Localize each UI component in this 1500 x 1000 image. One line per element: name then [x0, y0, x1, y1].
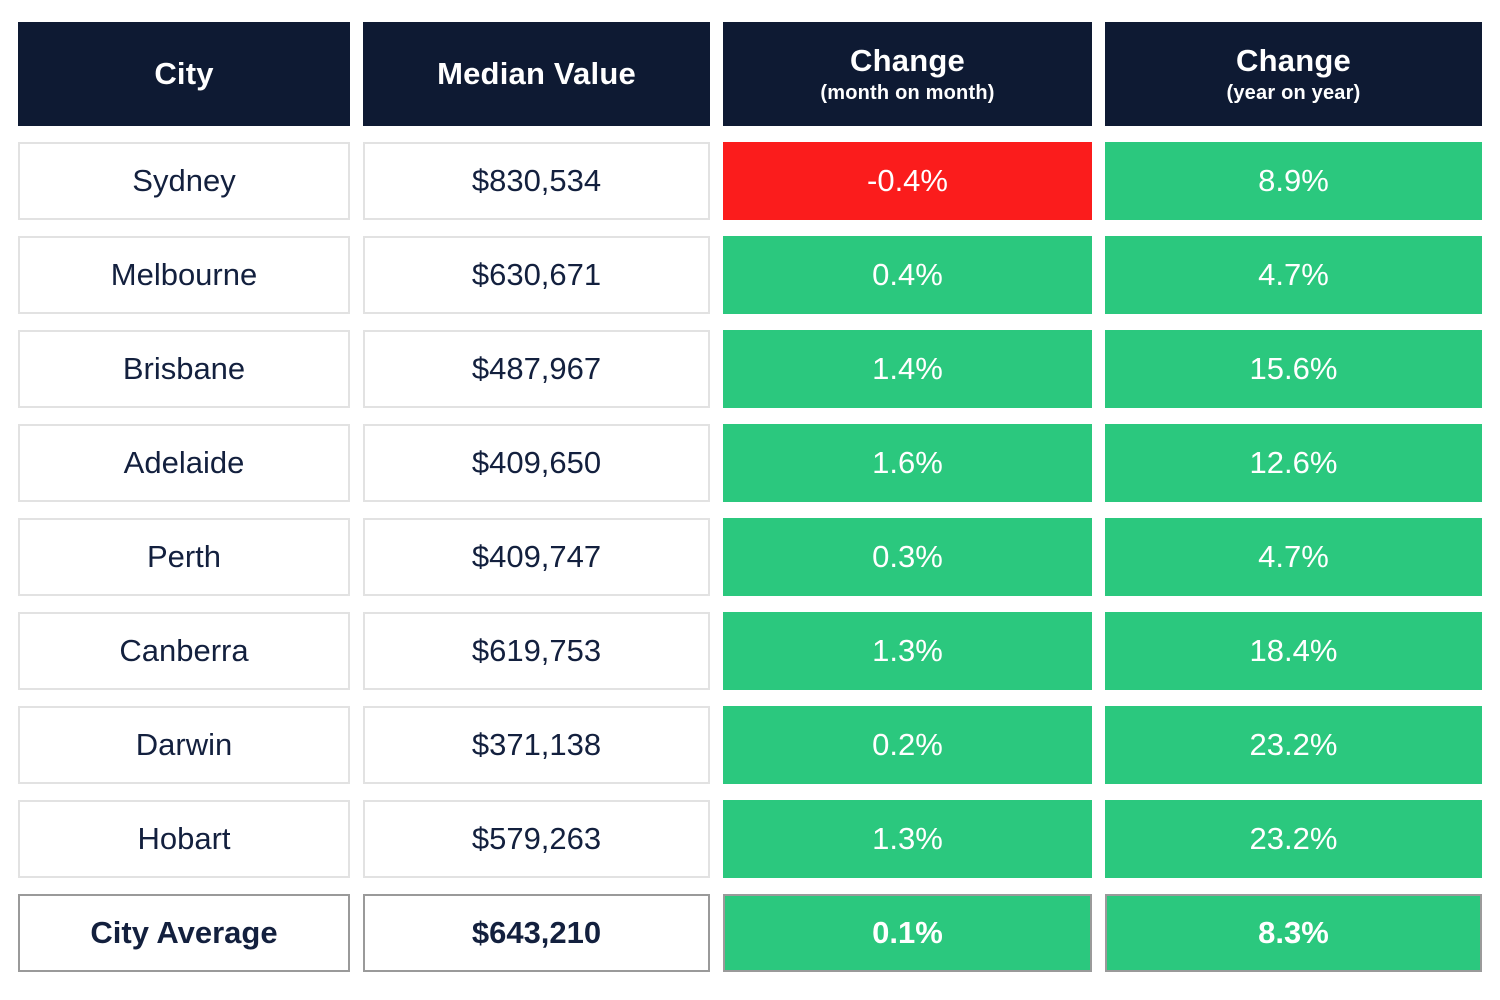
- summary-city-cell: City Average: [18, 894, 350, 972]
- mom-change-cell: 1.3%: [723, 800, 1092, 878]
- median-value-cell: $409,650: [363, 424, 710, 502]
- yoy-change-cell: 23.2%: [1105, 800, 1482, 878]
- column-header-label: City: [154, 56, 214, 91]
- column-header-city: City: [18, 22, 350, 126]
- summary-median-value-cell: $643,210: [363, 894, 710, 972]
- column-header-label: Change: [850, 43, 965, 78]
- city-cell: Sydney: [18, 142, 350, 220]
- median-value-cell: $371,138: [363, 706, 710, 784]
- yoy-change-cell: 8.3%: [1105, 894, 1482, 972]
- mom-change-cell: 1.3%: [723, 612, 1092, 690]
- yoy-change-cell: 15.6%: [1105, 330, 1482, 408]
- median-value-cell: $409,747: [363, 518, 710, 596]
- column-header-label: Median Value: [437, 56, 636, 91]
- yoy-change-cell: 12.6%: [1105, 424, 1482, 502]
- city-cell: Brisbane: [18, 330, 350, 408]
- column-header-label: Change: [1236, 43, 1351, 78]
- mom-change-cell: 1.4%: [723, 330, 1092, 408]
- median-value-cell: $619,753: [363, 612, 710, 690]
- median-value-cell: $579,263: [363, 800, 710, 878]
- yoy-change-cell: 8.9%: [1105, 142, 1482, 220]
- yoy-change-cell: 4.7%: [1105, 236, 1482, 314]
- city-cell: Canberra: [18, 612, 350, 690]
- city-cell: Adelaide: [18, 424, 350, 502]
- median-value-cell: $830,534: [363, 142, 710, 220]
- mom-change-cell: 0.2%: [723, 706, 1092, 784]
- mom-change-cell: 0.4%: [723, 236, 1092, 314]
- median-value-cell: $487,967: [363, 330, 710, 408]
- column-header-sublabel: (year on year): [1226, 82, 1361, 104]
- mom-change-cell: 0.3%: [723, 518, 1092, 596]
- column-header-median-value: Median Value: [363, 22, 710, 126]
- city-cell: Darwin: [18, 706, 350, 784]
- mom-change-cell: 0.1%: [723, 894, 1092, 972]
- yoy-change-cell: 18.4%: [1105, 612, 1482, 690]
- median-value-cell: $630,671: [363, 236, 710, 314]
- city-cell: Perth: [18, 518, 350, 596]
- mom-change-cell: 1.6%: [723, 424, 1092, 502]
- city-cell: Hobart: [18, 800, 350, 878]
- city-cell: Melbourne: [18, 236, 350, 314]
- column-header-change-mom: Change (month on month): [723, 22, 1092, 126]
- mom-change-cell: -0.4%: [723, 142, 1092, 220]
- yoy-change-cell: 4.7%: [1105, 518, 1482, 596]
- property-median-value-table: City Median Value Change (month on month…: [18, 22, 1482, 972]
- column-header-change-yoy: Change (year on year): [1105, 22, 1482, 126]
- column-header-sublabel: (month on month): [820, 82, 995, 104]
- yoy-change-cell: 23.2%: [1105, 706, 1482, 784]
